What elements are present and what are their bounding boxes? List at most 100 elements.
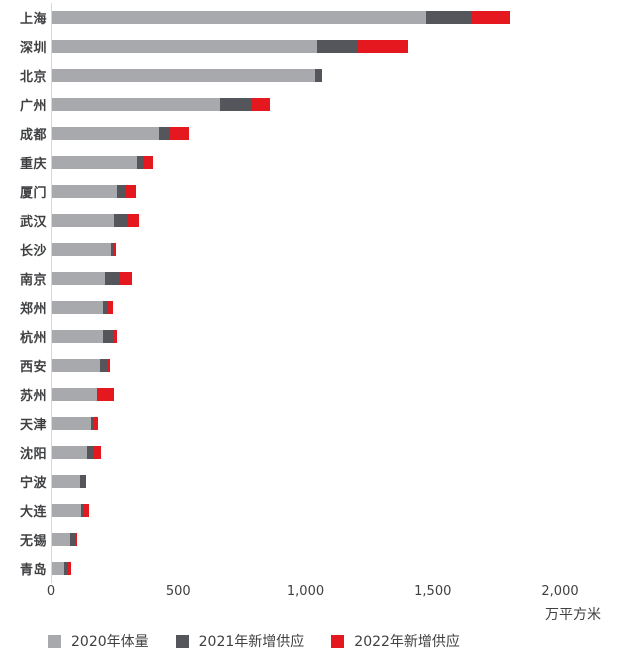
bar-segment-2020: [52, 272, 106, 285]
stacked-bar: [52, 388, 115, 401]
bar-row: 北京: [0, 61, 618, 90]
stacked-bar: [52, 504, 89, 517]
bar-row: 重庆: [0, 148, 618, 177]
legend-label: 2021年新增供应: [198, 634, 305, 650]
bar-track: [51, 496, 618, 525]
stacked-bar: [52, 11, 511, 24]
bar-segment-2022: [251, 98, 270, 111]
bar-segment-2020: [52, 156, 138, 169]
bar-row: 武汉: [0, 206, 618, 235]
bar-segment-2020: [52, 359, 101, 372]
bar-segment-2021: [100, 359, 108, 372]
legend-item: 2022年新增供应: [331, 631, 460, 651]
bar-segment-2020: [52, 562, 65, 575]
bar-segment-2022: [68, 562, 72, 575]
category-label: 沈阳: [20, 447, 48, 462]
bar-row: 天津: [0, 409, 618, 438]
bar-segment-2021: [110, 243, 114, 256]
x-tick-label: 500: [165, 584, 191, 599]
bar-track: [51, 467, 618, 496]
bar-track: [51, 409, 618, 438]
bar-segment-2022: [170, 127, 190, 140]
bar-row: 宁波: [0, 467, 618, 496]
category-label: 无锡: [20, 534, 48, 549]
category-label: 深圳: [20, 41, 48, 56]
category-label: 西安: [20, 360, 48, 375]
legend-label: 2020年体量: [71, 634, 149, 650]
bar-segment-2022: [357, 40, 409, 53]
legend: 2020年体量 2021年新增供应 2022年新增供应: [48, 631, 460, 651]
category-label: 杭州: [20, 331, 48, 346]
bar-row: 西安: [0, 351, 618, 380]
bar-row: 杭州: [0, 322, 618, 351]
category-label: 北京: [20, 70, 48, 85]
bar-track: [51, 206, 618, 235]
x-tick-label: 1,000: [286, 584, 325, 599]
bar-segment-2022: [471, 11, 511, 24]
bar-segment-2021: [158, 127, 171, 140]
bar-track: [51, 177, 618, 206]
bar-track: [51, 148, 618, 177]
bar-segment-2021: [105, 272, 120, 285]
stacked-bar: [52, 40, 409, 53]
bar-row: 成都: [0, 119, 618, 148]
bar-row: 广州: [0, 90, 618, 119]
bar-segment-2021: [87, 446, 93, 459]
stacked-bar: [52, 446, 101, 459]
stacked-bar: [52, 98, 270, 111]
category-label: 武汉: [20, 215, 48, 230]
x-axis: 0 500 1,000 1,500 2,000: [0, 584, 618, 602]
category-label: 重庆: [20, 157, 48, 172]
bar-row: 青岛: [0, 554, 618, 583]
bar-segment-2020: [52, 388, 97, 401]
legend-item: 2021年新增供应: [175, 631, 305, 651]
stacked-bar: [52, 243, 117, 256]
stacked-bar: [52, 156, 153, 169]
bar-track: [51, 119, 618, 148]
bar-segment-2020: [52, 98, 220, 111]
bar-track: [51, 61, 618, 90]
bar-segment-2020: [52, 446, 88, 459]
bar-segment-2020: [52, 417, 92, 430]
bar-segment-2020: [52, 127, 159, 140]
bar-segment-2022: [128, 214, 139, 227]
category-label: 成都: [20, 128, 48, 143]
bar-segment-2022: [113, 243, 117, 256]
legend-swatch: [48, 634, 61, 648]
category-label: 长沙: [20, 244, 48, 259]
category-label: 青岛: [20, 563, 48, 578]
stacked-bar: [52, 562, 72, 575]
category-label: 郑州: [20, 302, 48, 317]
bar-row: 沈阳: [0, 438, 618, 467]
bar-segment-2021: [80, 475, 86, 488]
bar-segment-2022: [113, 330, 117, 343]
bar-segment-2021: [102, 330, 114, 343]
bar-row: 郑州: [0, 293, 618, 322]
stacked-bar: [52, 417, 98, 430]
bar-track: [51, 235, 618, 264]
bar-segment-2020: [52, 330, 103, 343]
stacked-bar: [52, 359, 111, 372]
bar-segment-2022: [97, 388, 115, 401]
bar-segment-2022: [143, 156, 153, 169]
bar-segment-2021: [64, 562, 69, 575]
bar-segment-2021: [315, 69, 322, 82]
bar-segment-2020: [52, 243, 111, 256]
category-label: 宁波: [20, 476, 48, 491]
bar-row: 深圳: [0, 32, 618, 61]
stacked-bar: [52, 69, 322, 82]
bar-segment-2020: [52, 533, 70, 546]
stacked-bar: [52, 330, 117, 343]
bar-row: 长沙: [0, 235, 618, 264]
category-label: 南京: [20, 273, 48, 288]
bar-segment-2020: [52, 475, 80, 488]
bar-segment-2021: [69, 533, 75, 546]
stacked-bar: [52, 127, 190, 140]
bar-segment-2020: [52, 301, 103, 314]
bar-track: [51, 322, 618, 351]
bar-segment-2021: [316, 40, 358, 53]
bar-segment-2021: [96, 388, 98, 401]
legend-swatch: [331, 634, 345, 648]
stacked-bar: [52, 475, 86, 488]
